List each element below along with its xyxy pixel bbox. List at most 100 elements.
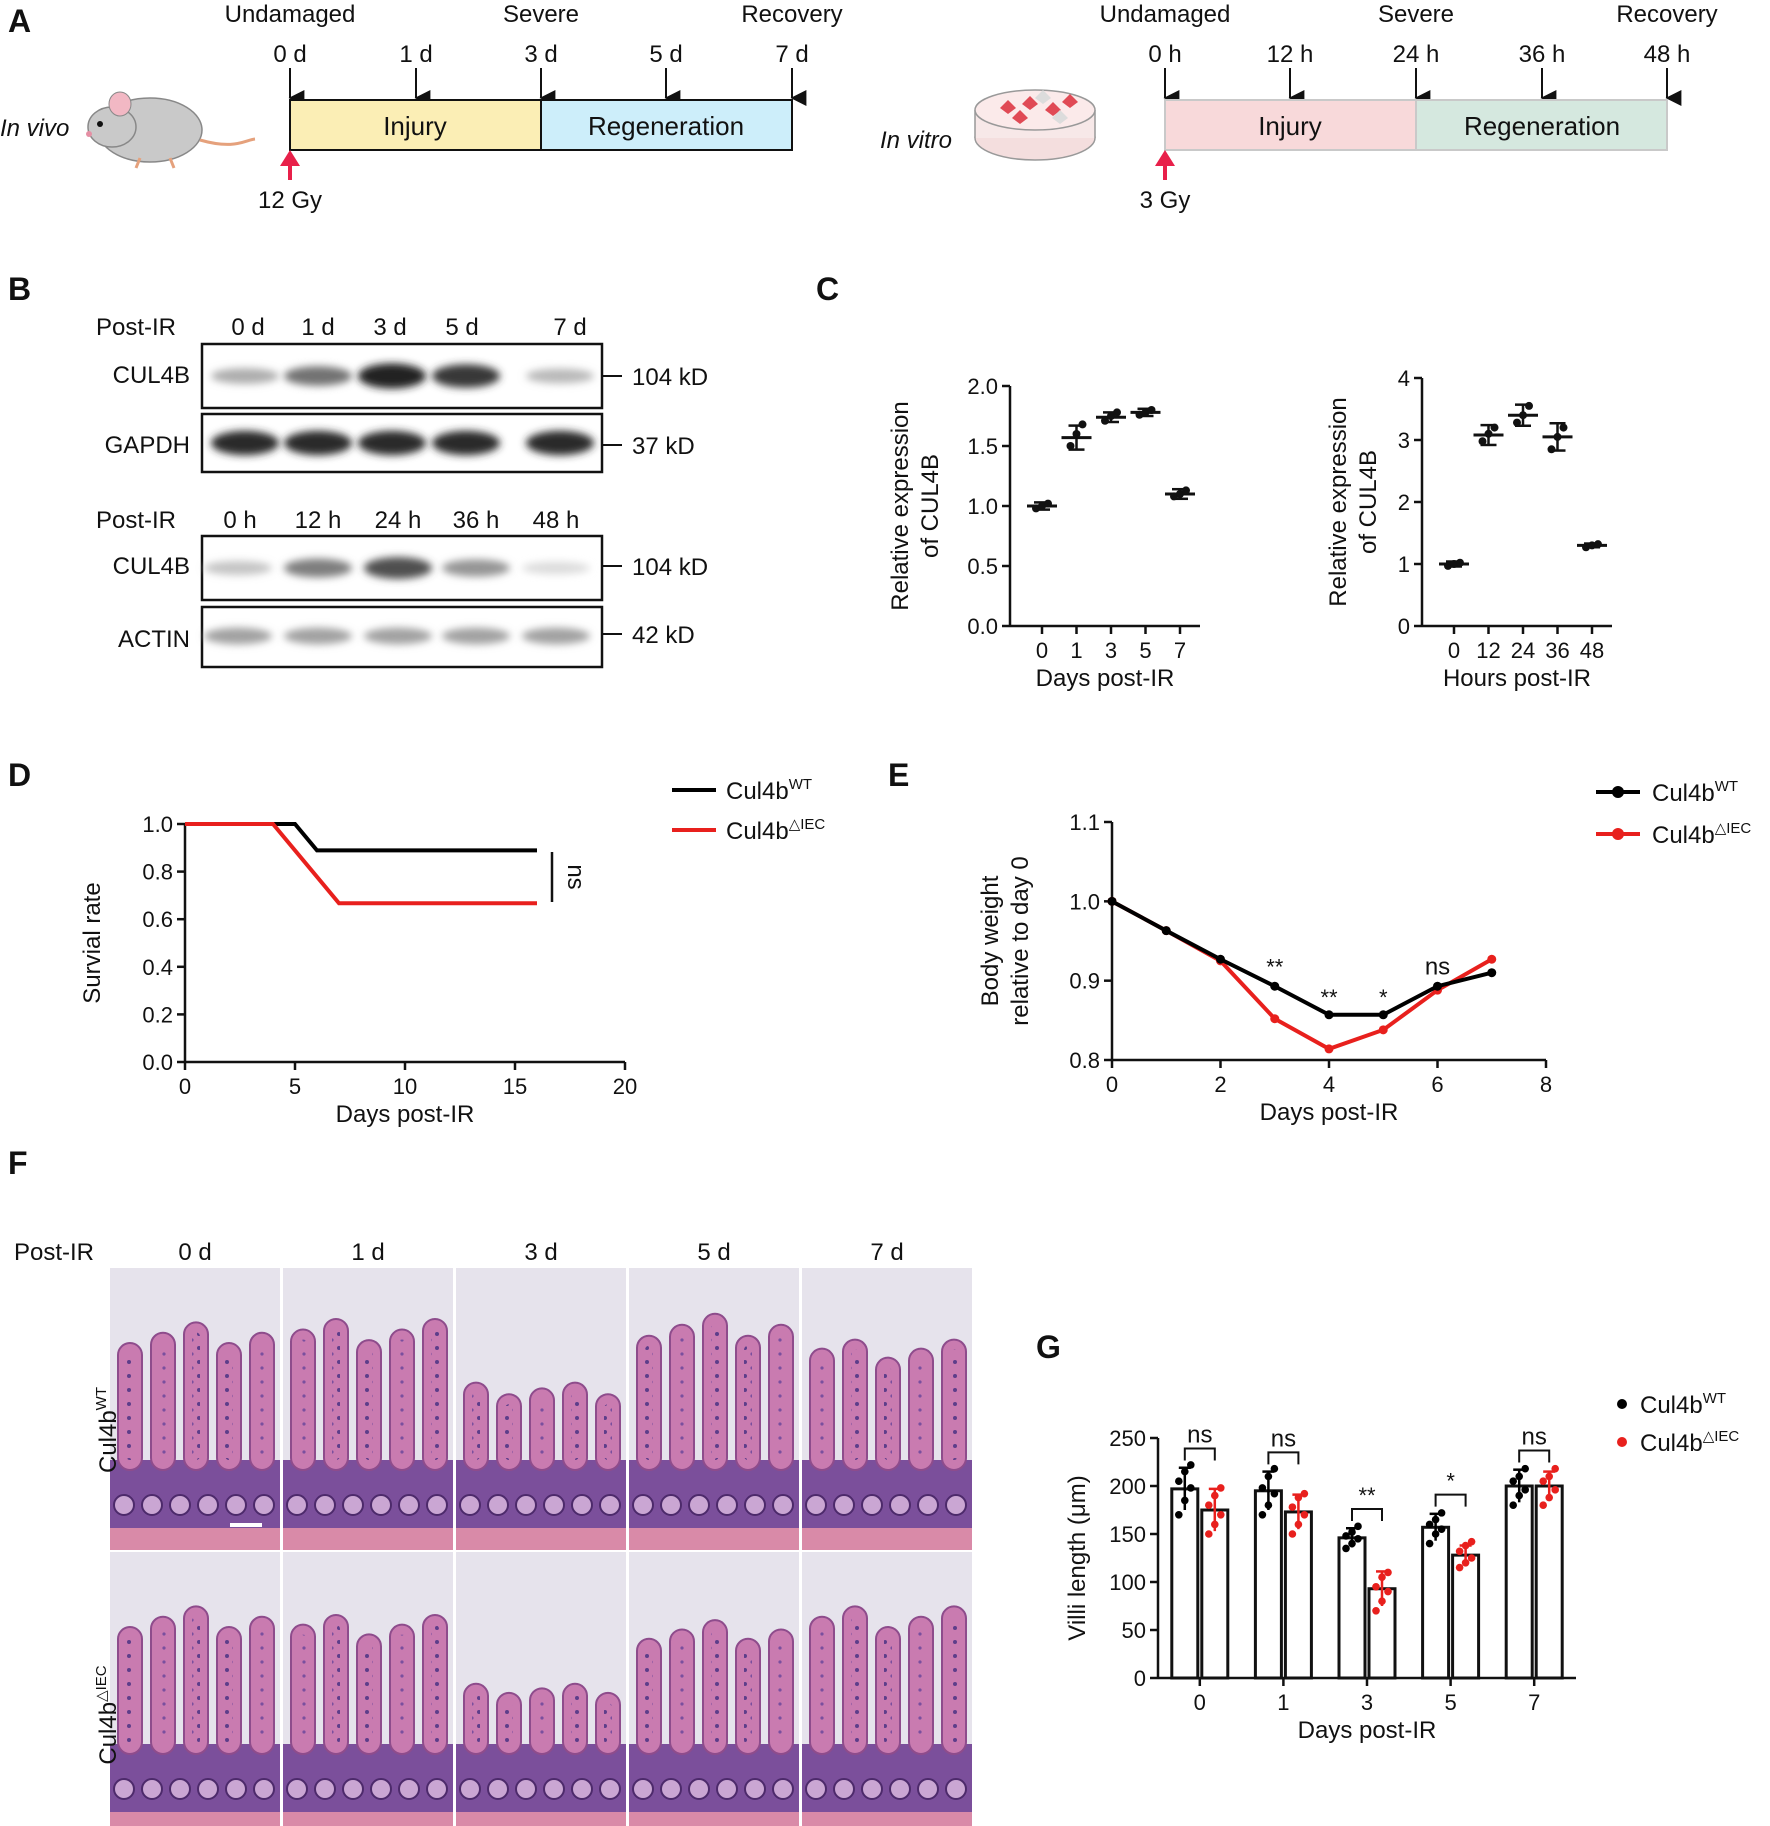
data-point bbox=[1431, 1530, 1440, 1538]
x-tick-label: 1 bbox=[1277, 1690, 1289, 1715]
villus-core bbox=[126, 1637, 134, 1744]
data-point bbox=[1425, 1520, 1434, 1529]
blot-top-row-0-size: 104 kD bbox=[632, 364, 708, 391]
blot-band bbox=[432, 430, 500, 456]
villus-core bbox=[472, 1693, 480, 1744]
y-axis-title: Relative expression bbox=[887, 401, 914, 610]
legend-g-iec-swatch bbox=[1617, 1437, 1627, 1447]
data-point bbox=[1553, 432, 1562, 441]
vitro-tick-3: 36 h bbox=[1519, 41, 1566, 68]
legend-g-wt-swatch bbox=[1617, 1399, 1627, 1409]
vitro-tick-0: 0 h bbox=[1148, 41, 1181, 68]
data-point bbox=[1437, 1509, 1446, 1517]
villus-core bbox=[192, 1332, 200, 1460]
x-tick-label: 10 bbox=[393, 1074, 417, 1099]
weight-line-wt bbox=[1111, 899, 1493, 1017]
y-tick-label: 50 bbox=[1122, 1618, 1146, 1643]
crypt bbox=[660, 1494, 682, 1516]
crypt bbox=[543, 1778, 565, 1800]
blot-bottom-lane-3: 36 h bbox=[453, 507, 500, 534]
crypt bbox=[426, 1494, 448, 1516]
data-point bbox=[1456, 558, 1464, 567]
crypt bbox=[772, 1778, 794, 1800]
villus-core bbox=[299, 1339, 307, 1460]
muscularis-layer bbox=[629, 1528, 799, 1550]
crypt bbox=[113, 1778, 135, 1800]
y-tick-label: 2 bbox=[1398, 490, 1410, 515]
blot-band bbox=[284, 558, 352, 578]
vivo-tick-arrows bbox=[288, 68, 807, 106]
crypt bbox=[833, 1778, 855, 1800]
vivo-phase-recovery: Recovery bbox=[741, 1, 842, 28]
villus-core bbox=[711, 1630, 719, 1744]
villus-core bbox=[258, 1626, 266, 1744]
y-tick-label: 4 bbox=[1398, 366, 1410, 391]
crypt bbox=[945, 1494, 967, 1516]
villus-core bbox=[398, 1339, 406, 1460]
cell-dish-illustration bbox=[974, 89, 1096, 161]
blot-band bbox=[442, 627, 510, 645]
vivo-regeneration-label: Regeneration bbox=[588, 111, 744, 141]
villus-core bbox=[917, 1358, 925, 1460]
crypt bbox=[459, 1494, 481, 1516]
crypt bbox=[169, 1778, 191, 1800]
histology-header: Post-IR bbox=[14, 1239, 94, 1266]
data-point bbox=[1525, 401, 1533, 410]
crypt bbox=[716, 1778, 738, 1800]
significance-bracket bbox=[1351, 1508, 1383, 1522]
x-axis-title: Hours post-IR bbox=[1443, 665, 1591, 692]
y-tick-label: 150 bbox=[1109, 1522, 1146, 1547]
vivo-regeneration-box bbox=[540, 99, 793, 151]
data-point bbox=[1270, 1489, 1279, 1498]
y-tick-label: 1.0 bbox=[1069, 889, 1100, 914]
blot-band bbox=[364, 557, 432, 579]
x-tick-label: 3 bbox=[1105, 638, 1117, 663]
crypt bbox=[889, 1494, 911, 1516]
data-point bbox=[1513, 418, 1521, 427]
bar-wt bbox=[1253, 1489, 1283, 1680]
data-point bbox=[1187, 1461, 1195, 1469]
blot-bottom-header: Post-IR bbox=[96, 507, 176, 534]
data-point bbox=[1205, 1530, 1213, 1538]
villus-core bbox=[950, 1616, 958, 1744]
data-point bbox=[1455, 1563, 1464, 1572]
x-tick-label: 15 bbox=[503, 1074, 527, 1099]
legend-d-iec: Cul4b△IEC bbox=[726, 816, 825, 845]
villus-core bbox=[332, 1328, 340, 1460]
crypt bbox=[744, 1778, 766, 1800]
significance-label: ns bbox=[1522, 1423, 1547, 1450]
y-tick-label: 0.4 bbox=[142, 955, 173, 980]
histology-column-label: 7 d bbox=[870, 1239, 903, 1266]
panel-label-a: A bbox=[8, 3, 31, 39]
data-point bbox=[1539, 1501, 1547, 1509]
data-point bbox=[1205, 1501, 1213, 1509]
legend-g: Cul4bWT Cul4b△IEC bbox=[1617, 1390, 1739, 1457]
crypt bbox=[487, 1494, 509, 1516]
villus-core bbox=[126, 1353, 134, 1460]
blot-bottom-lane-4: 48 h bbox=[533, 507, 580, 534]
significance-label: ns bbox=[562, 864, 589, 889]
data-point bbox=[1372, 1607, 1380, 1615]
villus-core bbox=[538, 1398, 546, 1460]
panel-label-e: E bbox=[888, 757, 909, 793]
weight-point bbox=[1216, 954, 1225, 964]
data-point bbox=[1032, 504, 1040, 513]
data-point bbox=[1182, 486, 1190, 495]
x-axis-title: Days post-IR bbox=[1298, 1717, 1437, 1744]
muscularis-layer bbox=[802, 1812, 972, 1826]
y-tick-label: 1.5 bbox=[967, 434, 998, 459]
vivo-tick-4: 7 d bbox=[775, 41, 808, 68]
villus-core bbox=[258, 1342, 266, 1460]
villus-core bbox=[711, 1323, 719, 1460]
data-point bbox=[1147, 406, 1156, 414]
villus-core bbox=[538, 1698, 546, 1744]
blot-top-bands-1 bbox=[211, 430, 594, 456]
survival-line-iec bbox=[185, 822, 537, 906]
villus-core bbox=[645, 1648, 653, 1744]
data-point bbox=[1342, 1544, 1350, 1553]
x-tick-label: 1 bbox=[1070, 638, 1082, 663]
x-tick-label: 20 bbox=[613, 1074, 637, 1099]
legend-g-wt: Cul4bWT bbox=[1640, 1390, 1726, 1419]
